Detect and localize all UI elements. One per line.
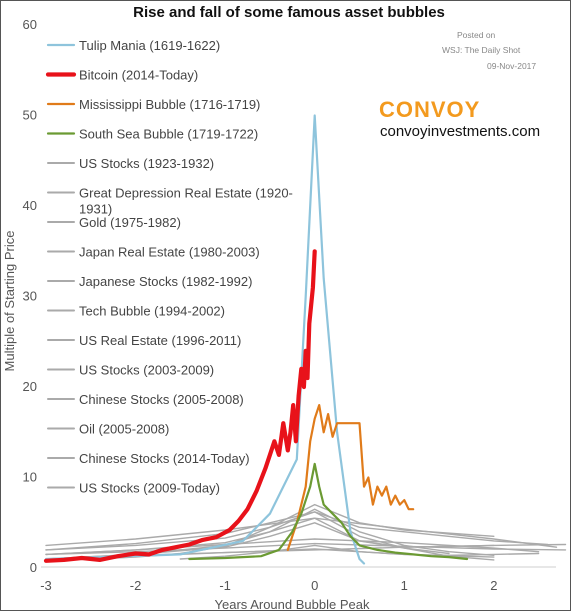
brand-logo-text: CONVOY xyxy=(379,97,480,122)
legend-label: Tulip Mania (1619-1622) xyxy=(79,38,220,53)
legend-item-tech-bubble-1994-2002: Tech Bubble (1994-2002) xyxy=(47,304,225,319)
legend-label: Chinese Stocks (2005-2008) xyxy=(79,392,244,407)
legend-item-japan-real-estate-1980-2003: Japan Real Estate (1980-2003) xyxy=(47,245,260,260)
y-tick-label: 60 xyxy=(23,17,37,32)
source-posted-on: Posted on xyxy=(457,30,496,40)
y-tick-label: 0 xyxy=(30,560,37,575)
x-tick-label: -1 xyxy=(219,578,231,593)
chart-title: Rise and fall of some famous asset bubbl… xyxy=(133,4,445,21)
legend-item-us-stocks-2003-2009: US Stocks (2003-2009) xyxy=(47,363,214,378)
legend-item-tulip-mania-1619-1622: Tulip Mania (1619-1622) xyxy=(46,38,220,53)
legend-item-gold-1975-1982: Gold (1975-1982) xyxy=(47,215,181,230)
legend-label: Mississippi Bubble (1716-1719) xyxy=(79,97,260,112)
y-tick-label: 10 xyxy=(23,470,37,485)
legend-item-us-stocks-2009-today: US Stocks (2009-Today) xyxy=(47,481,220,496)
legend: Tulip Mania (1619-1622) Bitcoin (2014-Tod… xyxy=(45,38,293,496)
y-axis-label: Multiple of Starting Price xyxy=(2,231,17,372)
legend-item-great-depression-real-estate-1920-1931: Great Depression Real Estate (1920-1931) xyxy=(47,186,293,217)
x-axis-label: Years Around Bubble Peak xyxy=(215,597,370,612)
legend-item-us-stocks-1923-1932: US Stocks (1923-1932) xyxy=(47,156,214,171)
legend-label: Gold (1975-1982) xyxy=(79,215,181,230)
series-line-mississippi-bubble-1716-1719 xyxy=(286,404,415,552)
legend-label: Bitcoin (2014-Today) xyxy=(79,68,198,83)
x-tick-label: -3 xyxy=(40,578,52,593)
legend-item-chinese-stocks-2005-2008: Chinese Stocks (2005-2008) xyxy=(47,392,244,407)
legend-label: Japan Real Estate (1980-2003) xyxy=(79,245,260,260)
x-tick-label: -2 xyxy=(130,578,142,593)
legend-label: Tech Bubble (1994-2002) xyxy=(79,304,225,319)
series-lines xyxy=(43,114,567,565)
legend-label: US Real Estate (1996-2011) xyxy=(79,333,241,348)
legend-label-cont: 1931) xyxy=(79,202,112,217)
legend-label: Oil (2005-2008) xyxy=(79,422,169,437)
y-tick-label: 20 xyxy=(23,379,37,394)
y-axis-ticks: 0 10 20 30 40 50 60 xyxy=(23,17,37,575)
legend-label: US Stocks (1923-1932) xyxy=(79,156,214,171)
y-tick-label: 30 xyxy=(23,289,37,304)
legend-label: Chinese Stocks (2014-Today) xyxy=(79,451,250,466)
legend-item-chinese-stocks-2014-today: Chinese Stocks (2014-Today) xyxy=(47,451,250,466)
legend-item-oil-2005-2008: Oil (2005-2008) xyxy=(47,422,169,437)
legend-item-bitcoin-2014-today: Bitcoin (2014-Today) xyxy=(45,68,198,83)
legend-label: US Stocks (2003-2009) xyxy=(79,363,214,378)
legend-label: Great Depression Real Estate (1920- xyxy=(79,186,293,201)
x-tick-label: 0 xyxy=(311,578,318,593)
x-axis-ticks: -3 -2 -1 0 1 2 xyxy=(40,578,497,593)
x-tick-label: 1 xyxy=(401,578,408,593)
y-tick-label: 40 xyxy=(23,198,37,213)
series-line-south-sea-bubble-1719-1722 xyxy=(188,462,469,561)
brand-url: convoyinvestments.com xyxy=(380,123,540,140)
legend-item-japanese-stocks-1982-1992: Japanese Stocks (1982-1992) xyxy=(47,274,252,289)
series-line-chinese-stocks-2014-today xyxy=(179,544,540,560)
legend-label: Japanese Stocks (1982-1992) xyxy=(79,274,252,289)
source-date: 09-Nov-2017 xyxy=(487,61,536,71)
legend-label: US Stocks (2009-Today) xyxy=(79,481,220,496)
legend-item-mississippi-bubble-1716-1719: Mississippi Bubble (1716-1719) xyxy=(46,97,260,112)
series-line-bitcoin-2014-today xyxy=(43,249,317,563)
legend-item-south-sea-bubble-1719-1722: South Sea Bubble (1719-1722) xyxy=(46,127,258,142)
source-publisher: WSJ: The Daily Shot xyxy=(442,45,521,55)
x-tick-label: 2 xyxy=(490,578,497,593)
legend-label: South Sea Bubble (1719-1722) xyxy=(79,127,258,142)
y-tick-label: 50 xyxy=(23,108,37,123)
series-line-oil-2005-2008 xyxy=(45,517,495,556)
legend-item-us-real-estate-1996-2011: US Real Estate (1996-2011) xyxy=(47,333,241,348)
